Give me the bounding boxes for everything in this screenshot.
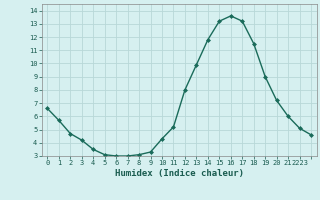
X-axis label: Humidex (Indice chaleur): Humidex (Indice chaleur) <box>115 169 244 178</box>
